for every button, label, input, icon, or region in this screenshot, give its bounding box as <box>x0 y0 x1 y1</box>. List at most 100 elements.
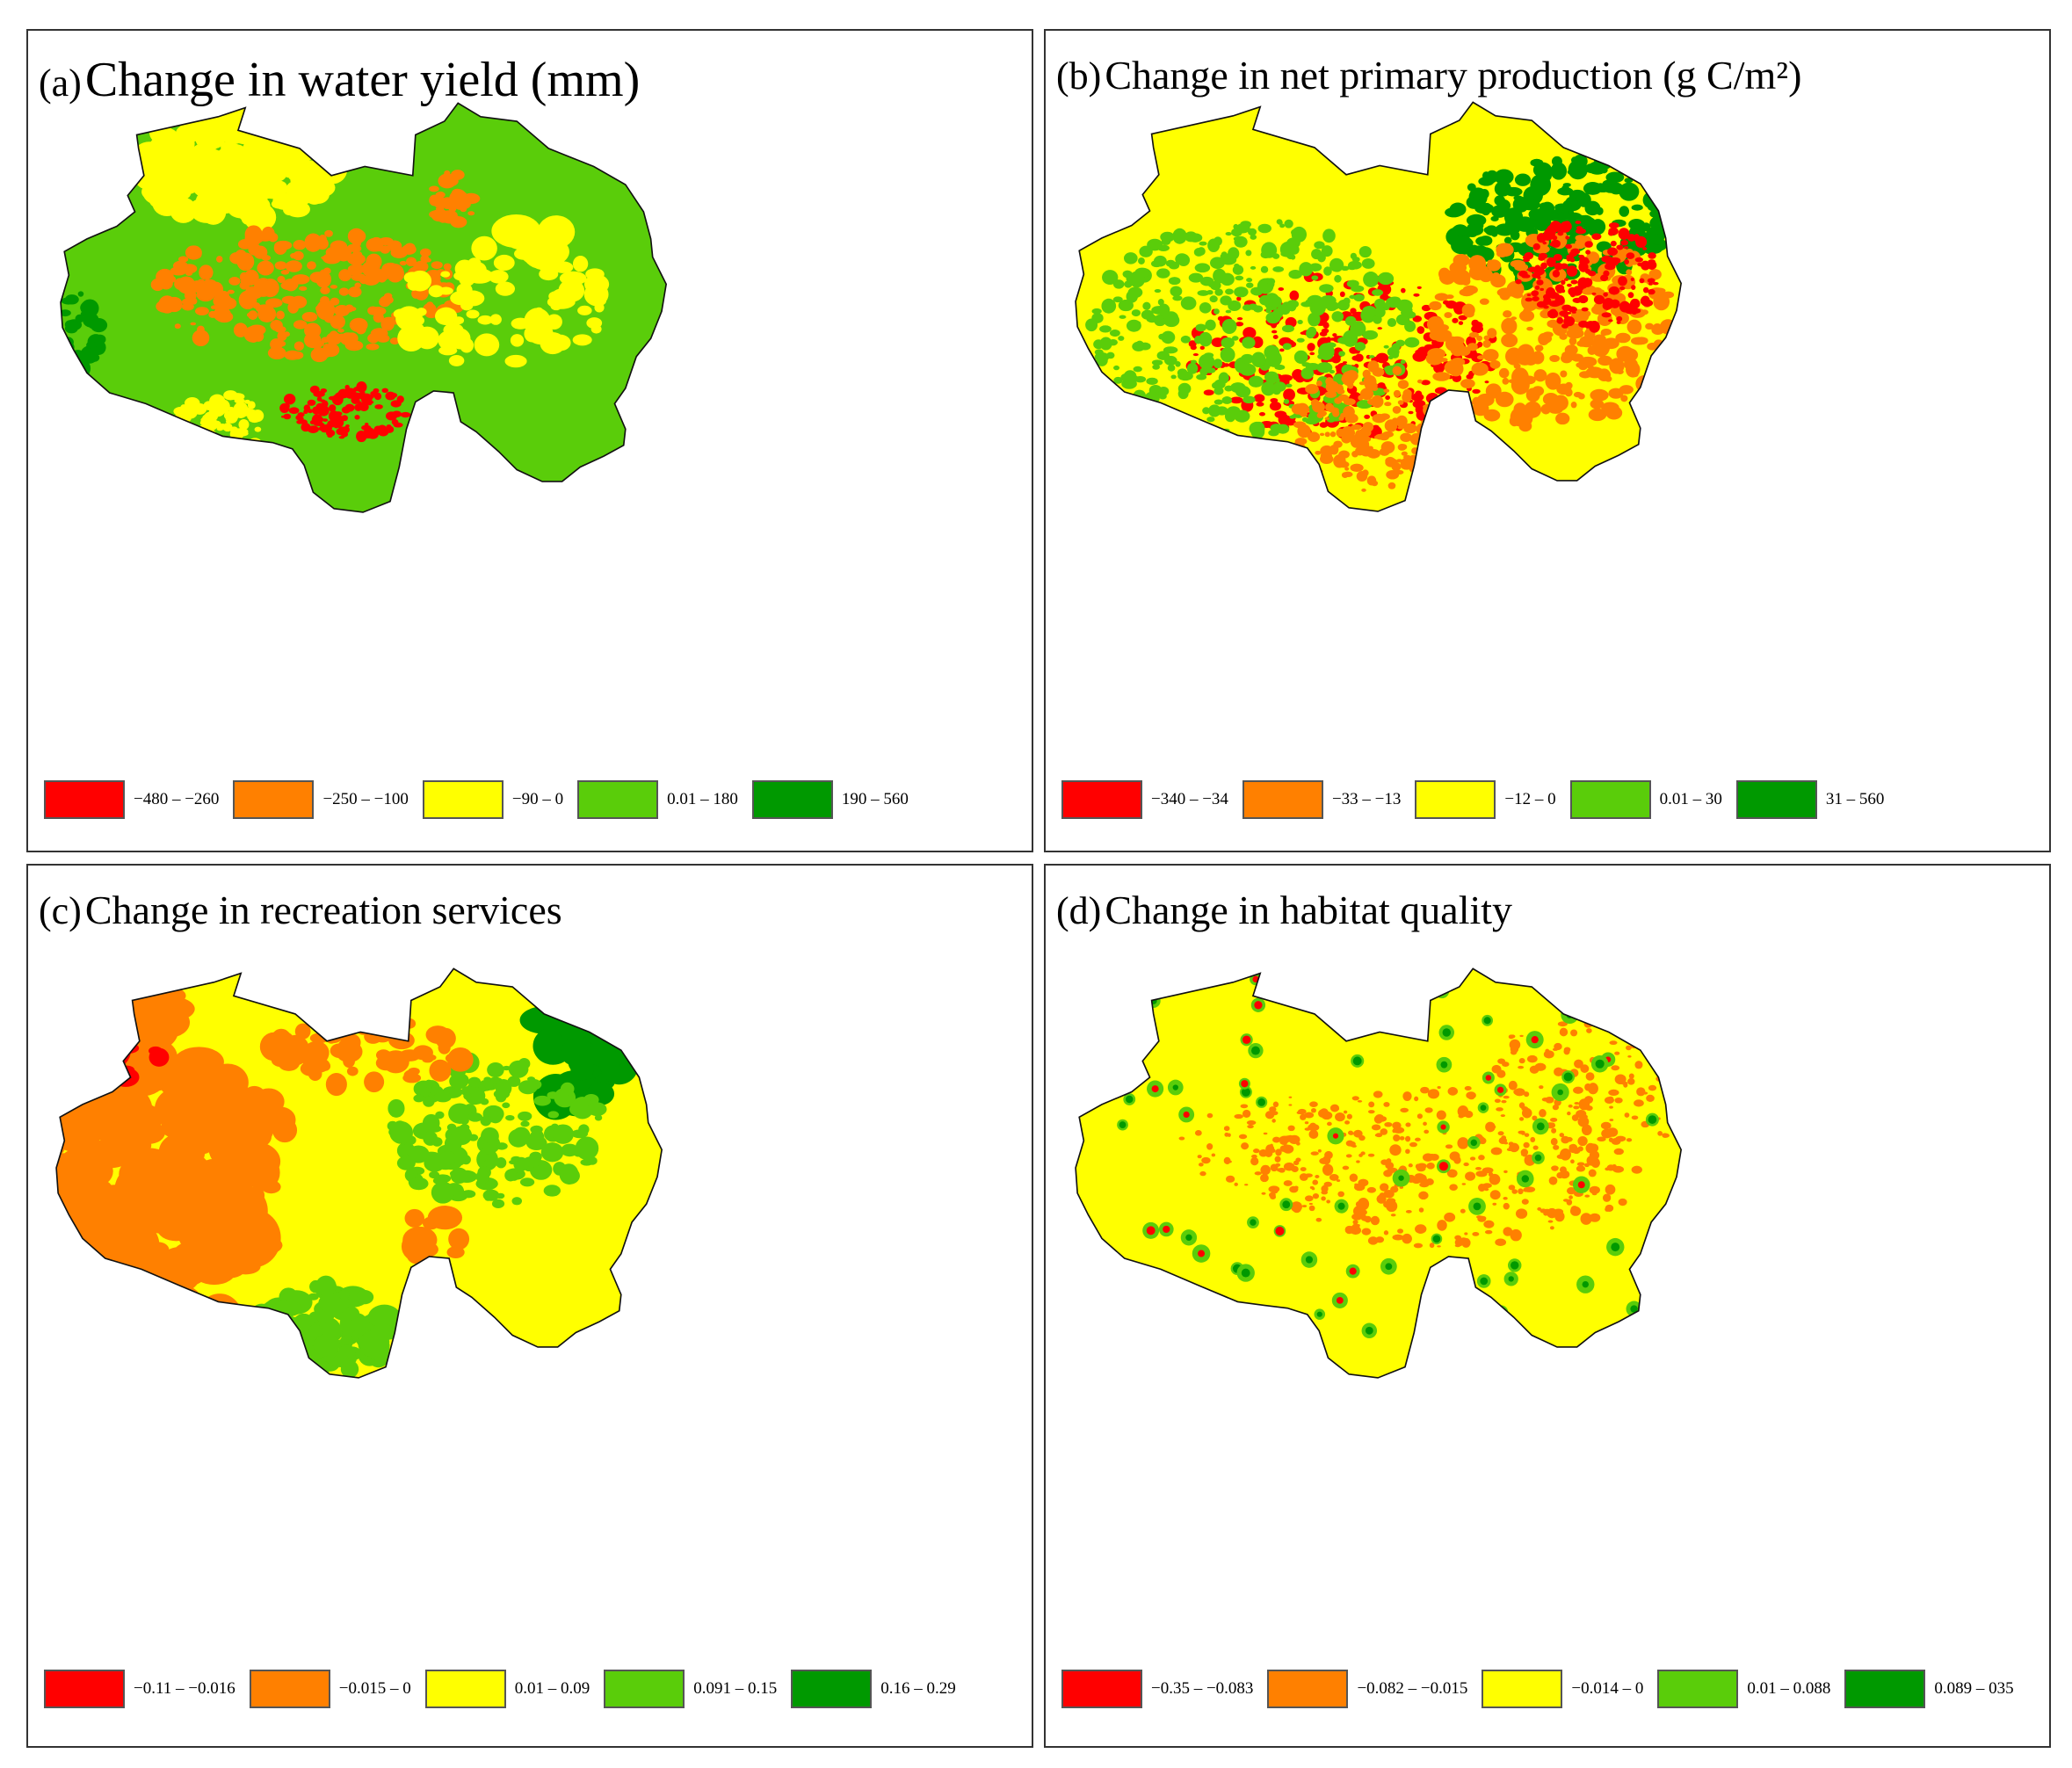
habitat-core <box>1242 1035 1251 1044</box>
map-patch <box>496 1157 507 1169</box>
map-patch <box>1274 410 1287 418</box>
legend-item: 0.01 – 30 <box>1569 780 1731 819</box>
habitat-core <box>1349 1267 1357 1275</box>
map-patch <box>1270 1163 1279 1172</box>
map-patch <box>277 276 286 284</box>
map-patch <box>1638 1025 1648 1036</box>
map-patch <box>360 393 373 405</box>
map-patch <box>365 1010 379 1022</box>
map-patch <box>1634 1099 1644 1107</box>
map-patch <box>546 974 590 1018</box>
map-patch <box>366 237 383 252</box>
map-patch <box>1568 270 1573 275</box>
map-patch <box>1508 1080 1518 1091</box>
map-patch <box>1278 287 1285 291</box>
habitat-core <box>1480 1277 1489 1286</box>
map-patch <box>1220 272 1235 286</box>
map-patch <box>1340 412 1345 419</box>
map-patch <box>344 304 354 313</box>
map-patch <box>388 1098 405 1118</box>
map-patch <box>338 269 352 282</box>
map-patch <box>1326 1199 1331 1204</box>
map-patch <box>1540 287 1545 292</box>
map-patch <box>323 145 341 163</box>
map-patch <box>1608 227 1619 235</box>
map-patch <box>1458 1113 1465 1119</box>
map-patch <box>1291 414 1298 419</box>
map-patch <box>1275 1148 1282 1156</box>
map-patch <box>304 233 322 252</box>
map-patch <box>489 314 502 325</box>
map-patch <box>308 1324 323 1338</box>
map-patch <box>1402 392 1412 403</box>
panel-label: (b) <box>1056 54 1102 98</box>
map-patch <box>1333 440 1343 448</box>
map-patch <box>1138 257 1145 264</box>
map-patch <box>1568 1195 1573 1199</box>
map-patch <box>1282 343 1292 351</box>
map-patch <box>293 320 308 330</box>
map-patch <box>1648 282 1653 286</box>
map-patch <box>1508 1185 1516 1191</box>
map-patch <box>1365 380 1378 391</box>
map-patch <box>1518 357 1532 366</box>
map-patch <box>526 1076 536 1082</box>
map-patch <box>1375 1133 1383 1138</box>
map-patch <box>1584 200 1601 216</box>
map-patch <box>1482 339 1491 348</box>
map-patch <box>1581 1009 1590 1017</box>
map-patch <box>1289 244 1300 255</box>
map-patch <box>508 1060 529 1078</box>
map-patch <box>1495 1238 1507 1246</box>
map-patch <box>1338 351 1345 357</box>
map-patch <box>1585 1105 1593 1112</box>
map-patch <box>1172 295 1183 301</box>
map-patch <box>1395 415 1408 428</box>
map-patch <box>1652 281 1659 286</box>
map-patch <box>546 314 562 330</box>
habitat-core <box>1485 1075 1492 1081</box>
map-patch <box>1371 395 1384 409</box>
map-patch <box>1506 280 1525 298</box>
map-patch <box>1300 1113 1307 1120</box>
map-patch <box>1681 1065 1682 1079</box>
map-patch <box>1662 1133 1669 1138</box>
map-patch <box>424 1154 446 1172</box>
map-patch <box>222 439 230 446</box>
map-patch <box>508 1128 529 1148</box>
map-patch <box>218 181 244 205</box>
map-patch <box>1315 380 1322 387</box>
map-patch <box>1424 418 1431 424</box>
map-patch <box>1476 335 1483 342</box>
map-patch <box>280 270 290 275</box>
map-patch <box>1472 388 1481 394</box>
legend-range: 0.16 – 0.29 <box>880 1679 956 1698</box>
map-patch <box>1272 381 1286 392</box>
map-patch <box>110 1300 140 1327</box>
map-patch <box>235 446 249 454</box>
legend-swatch <box>44 780 125 819</box>
map-patch <box>1597 289 1605 294</box>
map-patch <box>1407 425 1416 431</box>
map-patch <box>467 211 475 216</box>
map-patch <box>230 1258 261 1275</box>
map-patch <box>215 1083 243 1110</box>
map-patch <box>540 1142 564 1163</box>
map-patch <box>330 315 345 330</box>
map-patch <box>1609 182 1624 195</box>
map-patch <box>1616 321 1621 324</box>
map-patch <box>1434 413 1442 419</box>
legend-item: −90 – 0 <box>422 780 572 819</box>
map-patch <box>1397 171 1437 214</box>
map-patch <box>1544 228 1555 241</box>
map-patch <box>1468 255 1487 272</box>
map-patch <box>1452 225 1468 235</box>
habitat-ring <box>1561 1005 1579 1025</box>
map-patch <box>1292 369 1304 381</box>
map-patch <box>477 315 493 325</box>
map-patch <box>204 190 217 198</box>
map-patch <box>1434 293 1449 301</box>
map-patch <box>418 1081 427 1086</box>
map-patch <box>1256 402 1264 407</box>
map-patch <box>1271 1119 1276 1123</box>
